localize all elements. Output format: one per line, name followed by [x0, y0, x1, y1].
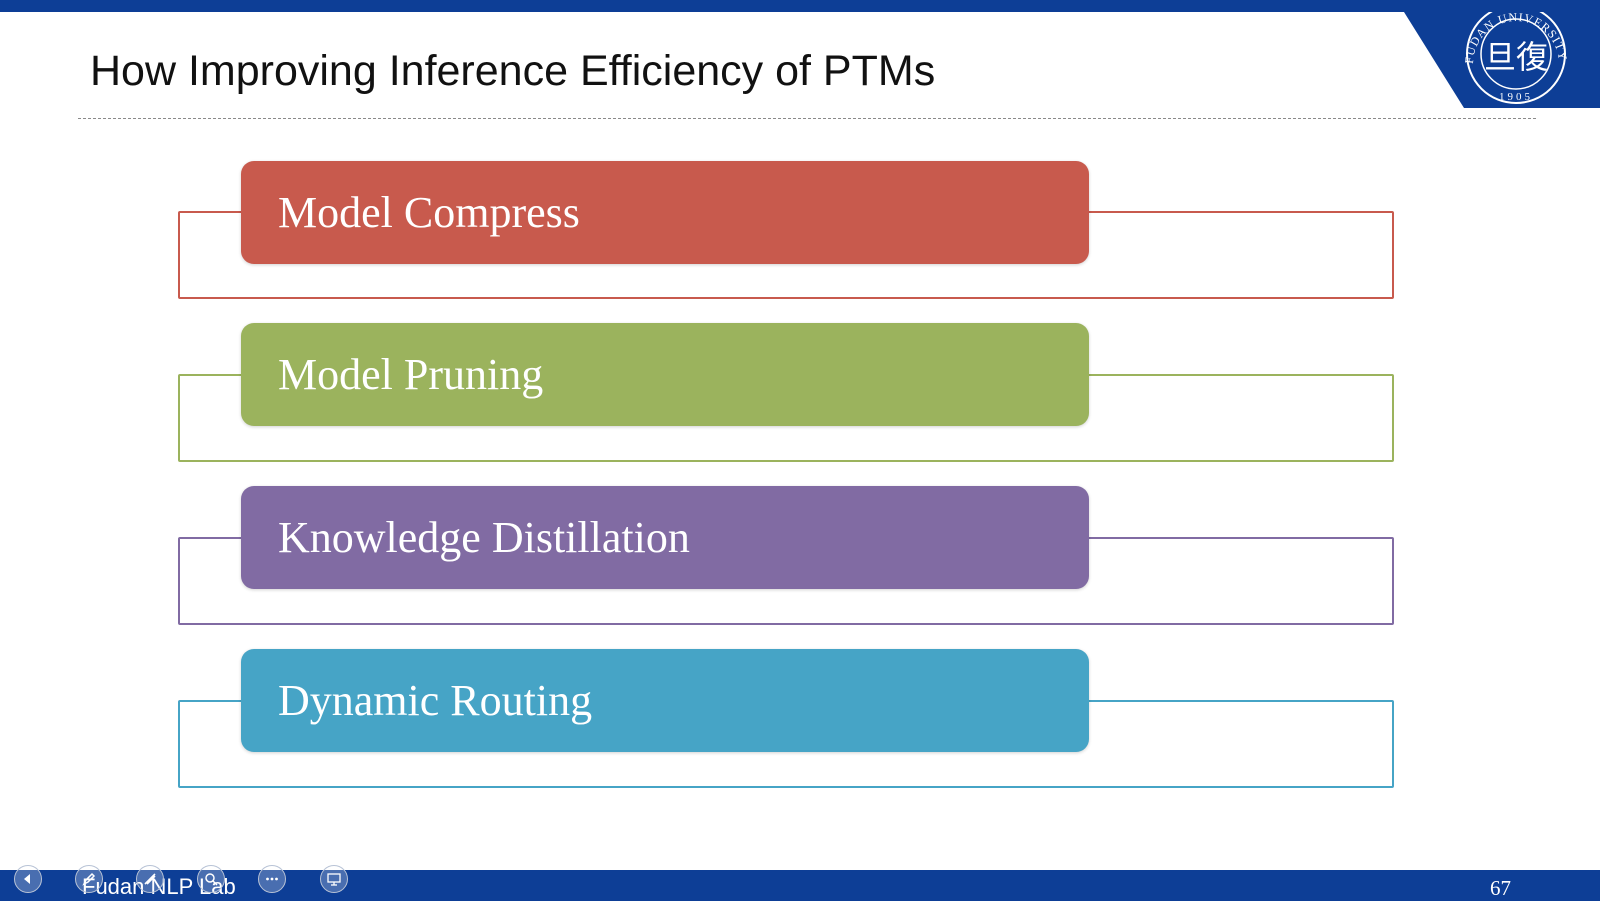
more-options-button[interactable] — [258, 865, 286, 893]
pen-button[interactable] — [75, 865, 103, 893]
presenter-view-button[interactable] — [320, 865, 348, 893]
seal-year: 1905 — [1499, 91, 1533, 103]
university-logo-corner: FUDAN UNIVERSITY 旦復 1905 — [1404, 12, 1600, 108]
highlighter-icon — [144, 873, 156, 885]
page-number: 67 — [1490, 876, 1511, 900]
fudan-university-seal: FUDAN UNIVERSITY 旦復 1905 — [1462, 12, 1569, 104]
bottom-bar — [0, 870, 1600, 901]
magnify-icon — [205, 873, 218, 886]
pen-icon — [82, 872, 96, 886]
seal-glyph: 旦復 — [1484, 38, 1548, 76]
item-model-pruning: Model Pruning — [241, 323, 1089, 426]
highlighter-button[interactable] — [136, 865, 164, 893]
top-bar — [0, 0, 1600, 12]
title-divider — [78, 118, 1536, 119]
previous-icon — [24, 874, 30, 884]
slide-title: How Improving Inference Efficiency of PT… — [90, 47, 936, 95]
presenter-view-icon — [327, 873, 341, 886]
previous-slide-button[interactable] — [14, 865, 42, 893]
item-dynamic-routing: Dynamic Routing — [241, 649, 1089, 752]
more-icon — [266, 877, 278, 881]
item-knowledge-distillation: Knowledge Distillation — [241, 486, 1089, 589]
magnify-button[interactable] — [197, 865, 225, 893]
item-model-compress: Model Compress — [241, 161, 1089, 264]
